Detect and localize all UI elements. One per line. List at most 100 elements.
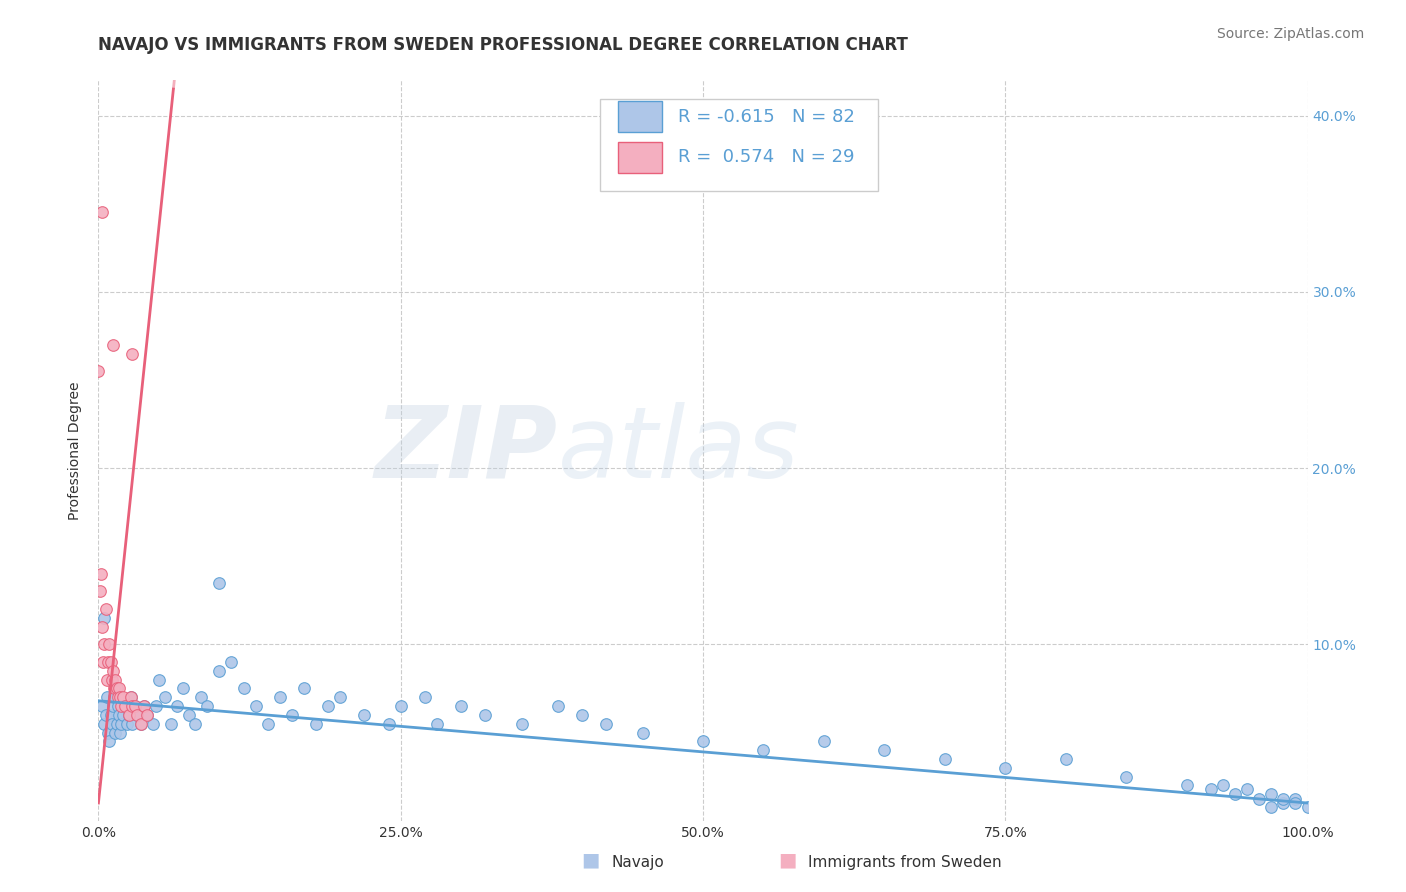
Point — [426, 716, 449, 731]
Point — [114, 699, 136, 714]
Point — [101, 664, 124, 678]
Point — [1260, 799, 1282, 814]
Point — [103, 690, 125, 705]
Point — [129, 716, 152, 731]
Point — [1199, 781, 1222, 796]
Point — [124, 699, 146, 714]
Point — [103, 681, 125, 696]
Point — [110, 716, 132, 731]
Point — [195, 699, 218, 714]
Point — [98, 637, 121, 651]
Y-axis label: Professional Degree: Professional Degree — [69, 381, 83, 520]
Text: R =  0.574   N = 29: R = 0.574 N = 29 — [678, 148, 853, 166]
Text: atlas: atlas — [558, 402, 800, 499]
Point — [232, 681, 254, 696]
Point — [107, 690, 129, 705]
Point — [121, 699, 143, 714]
Point — [108, 725, 131, 739]
Text: Immigrants from Sweden: Immigrants from Sweden — [808, 855, 1002, 870]
Point — [1272, 796, 1295, 810]
Point — [127, 707, 149, 722]
FancyBboxPatch shape — [619, 101, 662, 132]
Point — [100, 716, 122, 731]
Point — [117, 716, 139, 731]
Point — [129, 716, 152, 731]
Point — [101, 337, 124, 351]
Point — [91, 699, 114, 714]
Point — [1272, 792, 1295, 806]
Point — [353, 707, 375, 722]
Point — [166, 699, 188, 714]
Point — [221, 655, 243, 669]
Point — [752, 743, 775, 757]
Point — [281, 707, 304, 722]
Point — [934, 752, 956, 766]
Point — [121, 346, 143, 360]
Point — [160, 716, 183, 731]
Point — [329, 690, 352, 705]
Point — [179, 707, 201, 722]
Point — [90, 566, 112, 581]
Point — [389, 699, 412, 714]
Point — [256, 716, 278, 731]
Point — [1284, 792, 1306, 806]
Point — [148, 673, 170, 687]
Point — [91, 620, 114, 634]
Text: ■: ■ — [778, 851, 797, 870]
Point — [124, 699, 146, 714]
Point — [292, 681, 315, 696]
Point — [994, 761, 1017, 775]
Point — [111, 707, 134, 722]
Point — [135, 707, 157, 722]
Text: ■: ■ — [581, 851, 600, 870]
Point — [377, 716, 399, 731]
Point — [110, 699, 132, 714]
Point — [145, 699, 167, 714]
Point — [1212, 778, 1234, 792]
Point — [474, 707, 496, 722]
Point — [631, 725, 654, 739]
Text: ZIP: ZIP — [375, 402, 558, 499]
Point — [134, 699, 156, 714]
Point — [208, 664, 231, 678]
Point — [208, 575, 231, 590]
Point — [134, 699, 156, 714]
Point — [100, 673, 122, 687]
Point — [98, 734, 121, 748]
Point — [104, 673, 127, 687]
Point — [89, 584, 111, 599]
Point — [108, 681, 131, 696]
Point — [1296, 799, 1319, 814]
Point — [93, 611, 115, 625]
Point — [571, 707, 593, 722]
Point — [87, 364, 110, 378]
Point — [114, 699, 136, 714]
Point — [100, 707, 122, 722]
Point — [93, 637, 115, 651]
Point — [813, 734, 835, 748]
Point — [142, 716, 165, 731]
Point — [91, 205, 114, 219]
Point — [135, 707, 157, 722]
Point — [1223, 787, 1246, 801]
Point — [97, 655, 120, 669]
Point — [94, 602, 117, 616]
Point — [94, 707, 117, 722]
Point — [450, 699, 472, 714]
Point — [120, 690, 142, 705]
Point — [96, 673, 118, 687]
Point — [93, 716, 115, 731]
Point — [100, 655, 122, 669]
Text: NAVAJO VS IMMIGRANTS FROM SWEDEN PROFESSIONAL DEGREE CORRELATION CHART: NAVAJO VS IMMIGRANTS FROM SWEDEN PROFESS… — [98, 36, 908, 54]
Point — [172, 681, 194, 696]
Point — [108, 707, 131, 722]
Point — [118, 707, 141, 722]
Point — [873, 743, 896, 757]
Point — [97, 725, 120, 739]
Point — [107, 699, 129, 714]
Point — [96, 690, 118, 705]
Point — [127, 707, 149, 722]
Point — [305, 716, 328, 731]
Point — [91, 655, 114, 669]
Text: R = -0.615   N = 82: R = -0.615 N = 82 — [678, 108, 855, 126]
